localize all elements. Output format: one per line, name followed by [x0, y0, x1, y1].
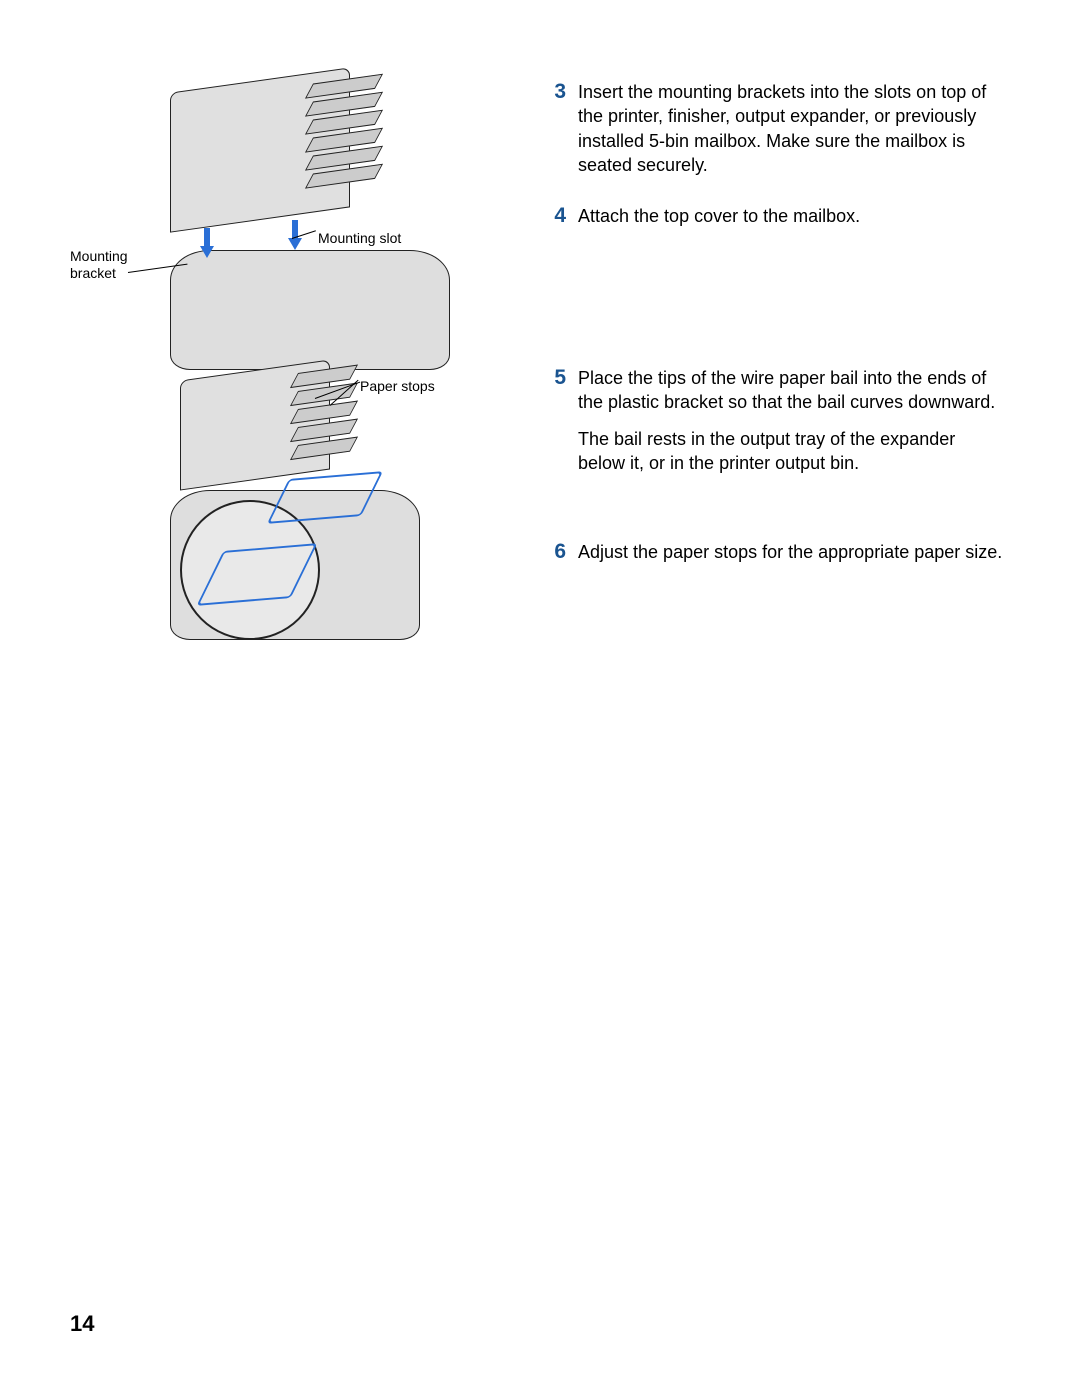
step-paragraph: Attach the top cover to the mailbox.: [578, 204, 1006, 228]
step-number: 5: [546, 366, 566, 390]
label-paper-stops: Paper stops: [360, 378, 435, 395]
wire-bail-illus: [196, 543, 317, 606]
figure-mounting: Mounting bracket Mounting slot: [70, 80, 500, 360]
step-4: 4 Attach the top cover to the mailbox.: [546, 204, 1006, 240]
step-paragraph: Adjust the paper stops for the appropria…: [578, 540, 1006, 564]
label-mounting-bracket: Mounting bracket: [70, 248, 128, 282]
step-3: 3 Insert the mounting brackets into the …: [546, 80, 1006, 189]
manual-page: Mounting bracket Mounting slot Paper sto…: [0, 0, 1080, 1397]
mailbox-fins-illus: [294, 365, 354, 463]
step-5: 5 Place the tips of the wire paper bail …: [546, 366, 1006, 487]
step-number: 6: [546, 540, 566, 564]
printer-base-illus: [170, 250, 450, 370]
step-text: Adjust the paper stops for the appropria…: [578, 540, 1006, 564]
step-6: 6 Adjust the paper stops for the appropr…: [546, 540, 1006, 576]
step-number: 3: [546, 80, 566, 104]
step-text: Attach the top cover to the mailbox.: [578, 204, 1006, 228]
mailbox-assembly-illus: [180, 359, 330, 490]
mailbox-fins-illus: [309, 74, 379, 194]
figure-paper-stops: Paper stops: [150, 370, 470, 660]
step-number: 4: [546, 204, 566, 228]
step-text: Insert the mounting brackets into the sl…: [578, 80, 1006, 177]
mailbox-unit-illus: [170, 67, 350, 232]
insert-arrow-icon: [200, 228, 214, 258]
page-number: 14: [70, 1311, 94, 1337]
step-paragraph: Place the tips of the wire paper bail in…: [578, 366, 1006, 415]
label-mounting-slot: Mounting slot: [318, 230, 401, 247]
step-paragraph: The bail rests in the output tray of the…: [578, 427, 1006, 476]
step-paragraph: Insert the mounting brackets into the sl…: [578, 80, 1006, 177]
step-text: Place the tips of the wire paper bail in…: [578, 366, 1006, 475]
